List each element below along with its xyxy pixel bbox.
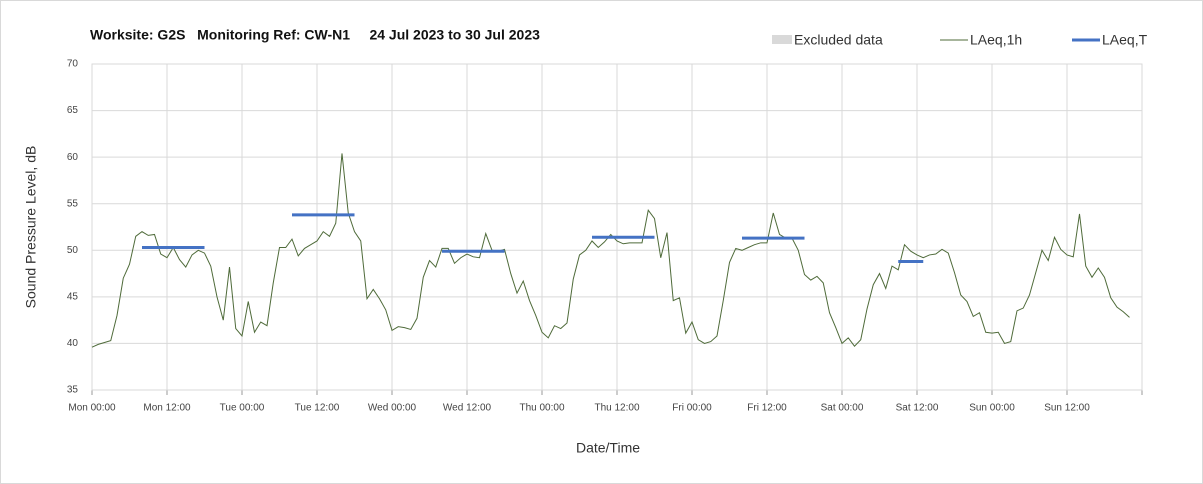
x-tick-label: Thu 12:00: [594, 403, 639, 414]
y-tick-label: 50: [67, 245, 79, 256]
x-tick-label: Fri 12:00: [747, 403, 787, 414]
x-tick-label: Mon 12:00: [143, 403, 191, 414]
x-tick-label: Wed 00:00: [368, 403, 417, 414]
x-tick-label: Wed 12:00: [443, 403, 492, 414]
series-line: [142, 213, 924, 263]
y-tick-label: 55: [67, 198, 79, 209]
legend-label: LAeq,T: [1102, 32, 1148, 48]
y-axis-label: Sound Pressure Level, dB: [23, 146, 39, 309]
x-tick-label: Sun 12:00: [1044, 403, 1090, 414]
y-tick-label: 35: [67, 385, 79, 396]
x-tick-label: Fri 00:00: [672, 403, 712, 414]
x-tick-label: Tue 00:00: [220, 403, 265, 414]
legend-label: LAeq,1h: [970, 32, 1022, 48]
x-tick-label: Tue 12:00: [295, 403, 340, 414]
y-tick-label: 40: [67, 338, 79, 349]
legend-swatch: [772, 35, 792, 44]
x-axis-label: Date/Time: [576, 440, 640, 456]
y-tick-label: 45: [67, 291, 79, 302]
chart-title: Worksite: G2S Monitoring Ref: CW-N1 24 J…: [90, 27, 540, 43]
series-line: [91, 153, 1130, 348]
x-tick-label: Sun 00:00: [969, 403, 1015, 414]
legend-label: Excluded data: [794, 32, 883, 48]
x-tick-label: Sat 12:00: [896, 403, 939, 414]
x-tick-label: Thu 00:00: [519, 403, 564, 414]
y-tick-label: 60: [67, 152, 79, 163]
plot-frame: [91, 63, 1143, 391]
y-tick-label: 65: [67, 105, 79, 116]
x-tick-label: Sat 00:00: [821, 403, 864, 414]
x-tick-label: Mon 00:00: [68, 403, 116, 414]
y-tick-label: 70: [67, 59, 79, 70]
